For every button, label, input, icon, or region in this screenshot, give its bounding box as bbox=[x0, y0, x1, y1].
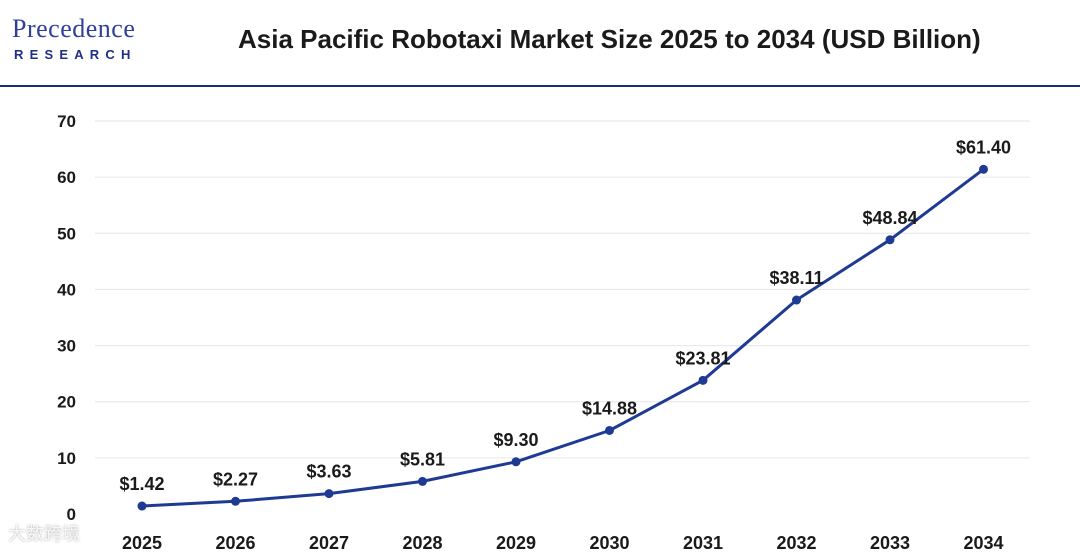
data-point bbox=[137, 501, 147, 511]
brand-logo: Precedence RESEARCH bbox=[12, 14, 182, 66]
data-point bbox=[792, 295, 801, 305]
y-tick-label: 30 bbox=[57, 337, 76, 356]
y-tick-label: 10 bbox=[57, 449, 76, 468]
data-label: $48.84 bbox=[862, 208, 917, 228]
y-tick-label: 70 bbox=[57, 112, 76, 131]
data-label: $5.81 bbox=[400, 449, 445, 469]
x-tick-label: 2025 bbox=[122, 533, 162, 553]
x-tick-label: 2030 bbox=[589, 533, 629, 553]
page-title: Asia Pacific Robotaxi Market Size 2025 t… bbox=[238, 24, 981, 54]
header-divider bbox=[0, 85, 1080, 87]
data-point bbox=[885, 235, 895, 245]
data-label: $61.40 bbox=[956, 137, 1011, 157]
x-tick-label: 2027 bbox=[309, 533, 349, 553]
series-line bbox=[141, 168, 985, 508]
x-tick-label: 2034 bbox=[963, 533, 1003, 553]
y-tick-label: 40 bbox=[57, 280, 76, 299]
data-label: $3.63 bbox=[306, 462, 351, 482]
header: Precedence RESEARCH Asia Pacific Robotax… bbox=[0, 0, 1080, 86]
data-label: $14.88 bbox=[582, 398, 637, 418]
data-label: $1.42 bbox=[119, 474, 164, 494]
x-tick-label: 2026 bbox=[215, 533, 255, 553]
x-tick-label: 2029 bbox=[496, 533, 536, 553]
y-tick-label: 60 bbox=[57, 168, 76, 187]
data-point bbox=[231, 496, 240, 506]
x-tick-label: 2033 bbox=[870, 533, 910, 553]
data-label: $9.30 bbox=[493, 430, 538, 450]
logo-sub-text: RESEARCH bbox=[14, 47, 137, 62]
y-tick-label: 20 bbox=[57, 393, 76, 412]
y-tick-label: 50 bbox=[57, 224, 76, 243]
x-tick-label: 2028 bbox=[402, 533, 442, 553]
x-tick-label: 2031 bbox=[683, 533, 723, 553]
data-point bbox=[511, 457, 521, 467]
data-point bbox=[605, 425, 614, 435]
x-tick-label: 2032 bbox=[776, 533, 816, 553]
data-point bbox=[979, 164, 988, 174]
data-label: $23.81 bbox=[675, 348, 730, 368]
logo-main-text: Precedence bbox=[12, 14, 136, 43]
data-point bbox=[418, 476, 427, 486]
y-tick-label: 0 bbox=[67, 505, 76, 524]
data-point bbox=[324, 489, 334, 499]
data-label: $38.11 bbox=[769, 268, 823, 288]
watermark: 大数跨境 bbox=[8, 524, 80, 545]
data-point bbox=[698, 375, 708, 385]
data-label: $2.27 bbox=[213, 469, 258, 489]
